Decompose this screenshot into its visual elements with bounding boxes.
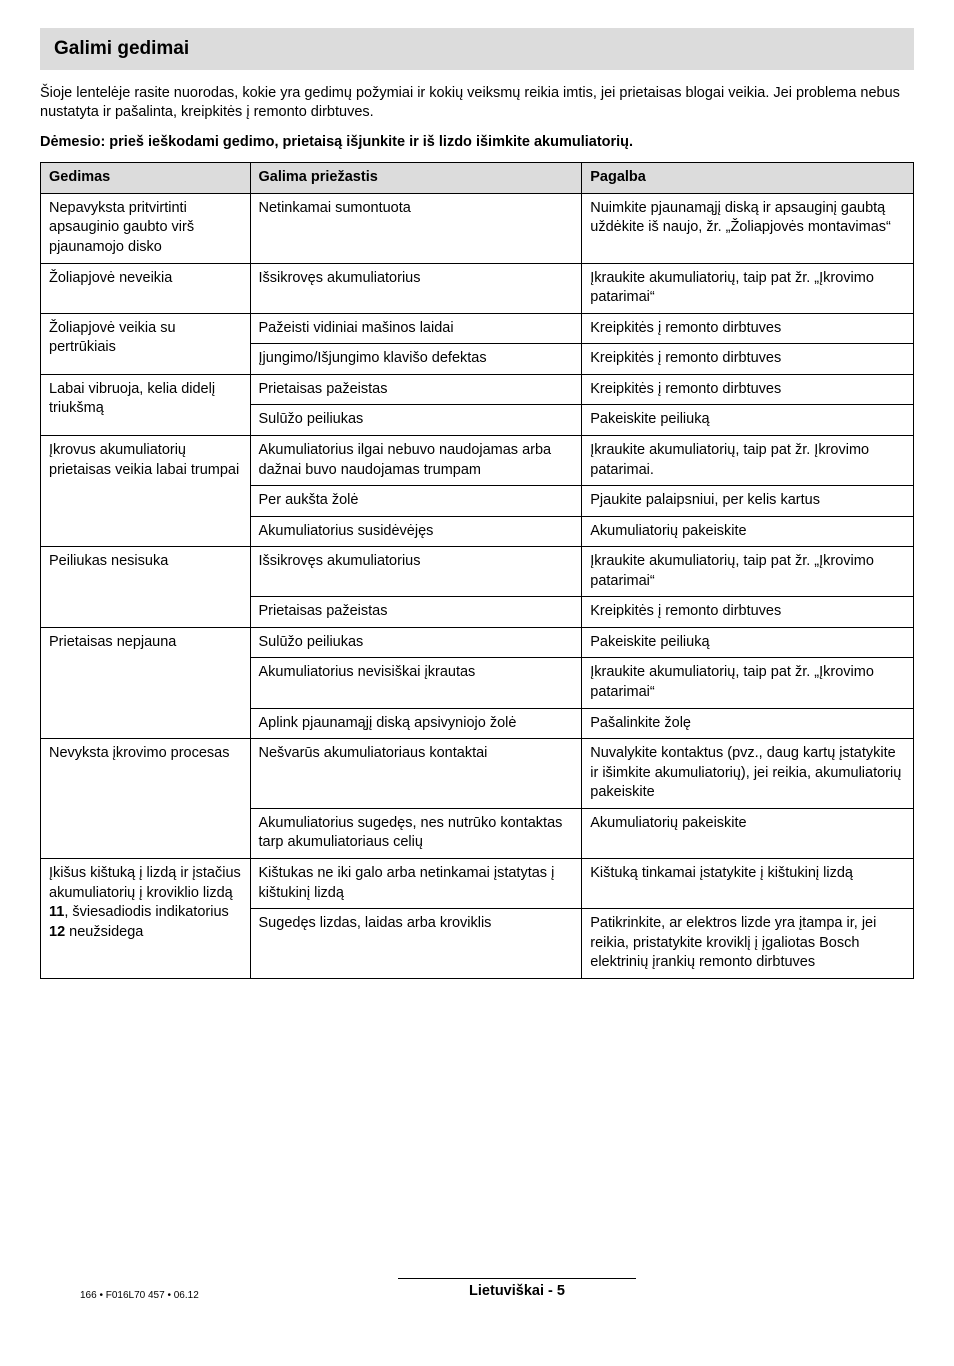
col-fault: Gedimas: [41, 163, 251, 194]
cell-cause: Sulūžo peiliukas: [250, 627, 582, 658]
cell-cause: Pažeisti vidiniai mašinos laidai: [250, 313, 582, 344]
table-row: Nepavyksta pritvirtinti apsauginio gaubt…: [41, 193, 914, 263]
cell-fault: Nevyksta įkrovimo procesas: [41, 739, 251, 859]
cell-help: Įkraukite akumuliatorių, taip pat žr. „Į…: [582, 263, 914, 313]
cell-help: Pakeiskite peiliuką: [582, 405, 914, 436]
table-row: Prietaisas nepjauna Sulūžo peiliukas Pak…: [41, 627, 914, 658]
cell-help: Įkraukite akumuliatorių, taip pat žr. „Į…: [582, 547, 914, 597]
warning-text: Dėmesio: prieš ieškodami gedimo, prietai…: [40, 133, 914, 153]
cell-fault: Žoliapjovė veikia su pertrūkiais: [41, 313, 251, 374]
cell-cause: Akumuliatorius nevisiškai įkrautas: [250, 658, 582, 708]
cell-cause: Sugedęs lizdas, laidas arba kroviklis: [250, 909, 582, 979]
cell-help: Įkraukite akumuliatorių, taip pat žr. Įk…: [582, 435, 914, 485]
cell-cause: Išsikrovęs akumuliatorius: [250, 547, 582, 597]
section-header: Galimi gedimai: [40, 28, 914, 70]
intro-text: Šioje lentelėje rasite nuorodas, kokie y…: [40, 84, 914, 123]
table-row: Įkrovus akumuliatorių prietaisas veikia …: [41, 435, 914, 485]
page-footer: 166 • F016L70 457 • 06.12 Lietuviškai - …: [80, 1278, 954, 1302]
cell-help: Kreipkitės į remonto dirbtuves: [582, 344, 914, 375]
col-cause: Galima priežastis: [250, 163, 582, 194]
cell-fault: Įkrovus akumuliatorių prietaisas veikia …: [41, 435, 251, 546]
cell-fault: Įkišus kištuką į lizdą ir įstačius akumu…: [41, 858, 251, 978]
cell-fault: Labai vibruoja, kelia didelį triukšmą: [41, 374, 251, 435]
cell-fault: Nepavyksta pritvirtinti apsauginio gaubt…: [41, 193, 251, 263]
footer-left: 166 • F016L70 457 • 06.12: [80, 1289, 318, 1303]
cell-help: Pašalinkite žolę: [582, 708, 914, 739]
cell-cause: Sulūžo peiliukas: [250, 405, 582, 436]
cell-fault: Peiliukas nesisuka: [41, 547, 251, 628]
table-header-row: Gedimas Galima priežastis Pagalba: [41, 163, 914, 194]
cell-cause: Įjungimo/Išjungimo klavišo defektas: [250, 344, 582, 375]
cell-cause: Prietaisas pažeistas: [250, 374, 582, 405]
cell-help: Kištuką tinkamai įstatykite į kištukinį …: [582, 858, 914, 908]
cell-cause: Akumuliatorius sugedęs, nes nutrūko kont…: [250, 808, 582, 858]
table-row: Žoliapjovė neveikia Išsikrovęs akumuliat…: [41, 263, 914, 313]
cell-help: Pjaukite palaipsniui, per kelis kartus: [582, 486, 914, 517]
cell-cause: Akumuliatorius susidėvėjęs: [250, 516, 582, 547]
table-row: Nevyksta įkrovimo procesas Nešvarūs akum…: [41, 739, 914, 809]
cell-cause: Akumuliatorius ilgai nebuvo naudojamas a…: [250, 435, 582, 485]
cell-help: Nuvalykite kontaktus (pvz., daug kartų į…: [582, 739, 914, 809]
cell-help: Pakeiskite peiliuką: [582, 627, 914, 658]
col-help: Pagalba: [582, 163, 914, 194]
cell-cause: Per aukšta žolė: [250, 486, 582, 517]
cell-cause: Netinkamai sumontuota: [250, 193, 582, 263]
cell-help: Patikrinkite, ar elektros lizde yra įtam…: [582, 909, 914, 979]
cell-help: Kreipkitės į remonto dirbtuves: [582, 313, 914, 344]
cell-cause: Nešvarūs akumuliatoriaus kontaktai: [250, 739, 582, 809]
section-title: Galimi gedimai: [54, 36, 900, 62]
table-row: Peiliukas nesisuka Išsikrovęs akumuliato…: [41, 547, 914, 597]
cell-cause: Prietaisas pažeistas: [250, 597, 582, 628]
cell-help: Nuimkite pjaunamąjį diską ir apsauginį g…: [582, 193, 914, 263]
footer-center: Lietuviškai - 5: [398, 1278, 636, 1302]
faults-table: Gedimas Galima priežastis Pagalba Nepavy…: [40, 162, 914, 978]
cell-fault: Prietaisas nepjauna: [41, 627, 251, 738]
cell-help: Akumuliatorių pakeiskite: [582, 516, 914, 547]
cell-help: Kreipkitės į remonto dirbtuves: [582, 374, 914, 405]
cell-cause: Kištukas ne iki galo arba netinkamai įst…: [250, 858, 582, 908]
cell-fault: Žoliapjovė neveikia: [41, 263, 251, 313]
table-row: Labai vibruoja, kelia didelį triukšmą Pr…: [41, 374, 914, 405]
table-row: Įkišus kištuką į lizdą ir įstačius akumu…: [41, 858, 914, 908]
cell-help: Kreipkitės į remonto dirbtuves: [582, 597, 914, 628]
cell-cause: Aplink pjaunamąjį diską apsivyniojo žolė: [250, 708, 582, 739]
cell-help: Įkraukite akumuliatorių, taip pat žr. „Į…: [582, 658, 914, 708]
table-row: Žoliapjovė veikia su pertrūkiais Pažeist…: [41, 313, 914, 344]
cell-cause: Išsikrovęs akumuliatorius: [250, 263, 582, 313]
cell-help: Akumuliatorių pakeiskite: [582, 808, 914, 858]
